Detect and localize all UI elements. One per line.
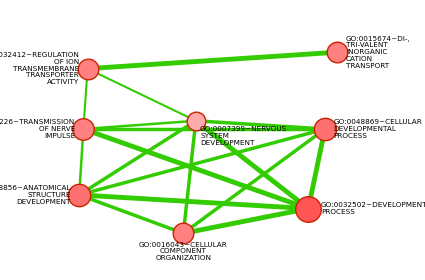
Point bbox=[84, 66, 91, 71]
Point bbox=[180, 231, 187, 235]
Text: GO:0015674~DI-,
TRI-VALENT
INORGANIC
CATION
TRANSPORT: GO:0015674~DI-, TRI-VALENT INORGANIC CAT… bbox=[346, 36, 411, 69]
Point bbox=[80, 127, 87, 131]
Point bbox=[305, 206, 312, 211]
Point bbox=[193, 118, 199, 123]
Text: GO:0048869~CELLULAR
DEVELOPMENTAL
PROCESS: GO:0048869~CELLULAR DEVELOPMENTAL PROCES… bbox=[333, 119, 422, 139]
Point bbox=[76, 193, 82, 197]
Point bbox=[334, 50, 341, 54]
Text: GO:0019226~TRANSMISSION
OF NERVE
IMPULSE: GO:0019226~TRANSMISSION OF NERVE IMPULSE bbox=[0, 119, 75, 139]
Text: GO:0007399~NERVOUS
SYSTEM
DEVELOPMENT: GO:0007399~NERVOUS SYSTEM DEVELOPMENT bbox=[200, 126, 287, 146]
Text: GO:0048856~ANATOMICAL
STRUCTURE
DEVELOPMENT: GO:0048856~ANATOMICAL STRUCTURE DEVELOPM… bbox=[0, 185, 71, 205]
Text: GO:0032502~DEVELOPMENTAL
PROCESS: GO:0032502~DEVELOPMENTAL PROCESS bbox=[321, 202, 425, 215]
Text: GO:0032412~REGULATION
OF ION
TRANSMEMBRANE
TRANSPORTER
ACTIVITY: GO:0032412~REGULATION OF ION TRANSMEMBRA… bbox=[0, 52, 79, 85]
Point bbox=[322, 127, 329, 131]
Text: GO:0016043~CELLULAR
COMPONENT
ORGANIZATION: GO:0016043~CELLULAR COMPONENT ORGANIZATI… bbox=[139, 242, 228, 261]
